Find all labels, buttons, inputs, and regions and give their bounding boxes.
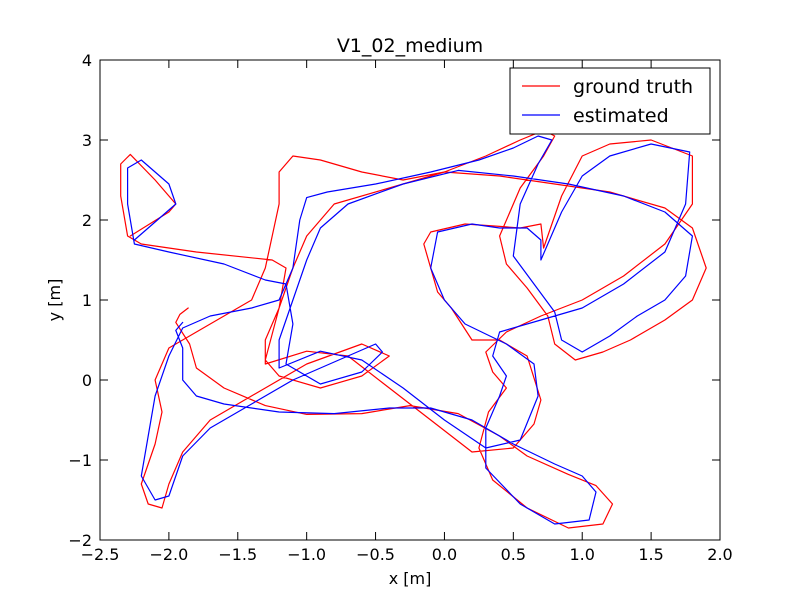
legend: ground truth estimated xyxy=(509,67,711,135)
x-tick-label: −1.0 xyxy=(287,545,326,564)
y-tick-label: 0 xyxy=(82,371,92,390)
x-tick-label: 1.0 xyxy=(569,545,594,564)
y-tick-label: −2 xyxy=(68,531,92,550)
y-tick-label: −1 xyxy=(68,451,92,470)
series-line-estimated xyxy=(127,135,693,525)
x-tick-label: −1.5 xyxy=(218,545,257,564)
series-line-ground-truth xyxy=(120,129,707,529)
x-tick-label: 0.0 xyxy=(432,545,457,564)
x-tick-label: −0.5 xyxy=(356,545,395,564)
x-tick-label: −2.0 xyxy=(149,545,188,564)
y-tick-label: 2 xyxy=(82,211,92,230)
x-tick-label: 2.0 xyxy=(707,545,732,564)
y-axis-label: y [m] xyxy=(45,279,64,322)
chart-title: V1_02_medium xyxy=(337,35,483,57)
legend-label-estimated: estimated xyxy=(573,105,669,127)
y-tick-label: 3 xyxy=(82,131,92,150)
axis-ticks: −2.5 −2.0 −1.5 −1.0 −0.5 0.0 0.5 1.0 1.5 2.0 −2 −1 0… xyxy=(68,51,732,564)
plot-area xyxy=(120,129,707,529)
x-tick-label: 0.5 xyxy=(501,545,526,564)
x-axis-label: x [m] xyxy=(389,569,432,588)
legend-label-ground-truth: ground truth xyxy=(573,76,693,98)
y-tick-label: 1 xyxy=(82,291,92,310)
x-tick-label: 1.5 xyxy=(638,545,663,564)
axes-frame xyxy=(99,59,721,541)
legend-box xyxy=(509,67,711,135)
x-tick-label: −2.5 xyxy=(81,545,120,564)
y-tick-label: 4 xyxy=(82,51,92,70)
